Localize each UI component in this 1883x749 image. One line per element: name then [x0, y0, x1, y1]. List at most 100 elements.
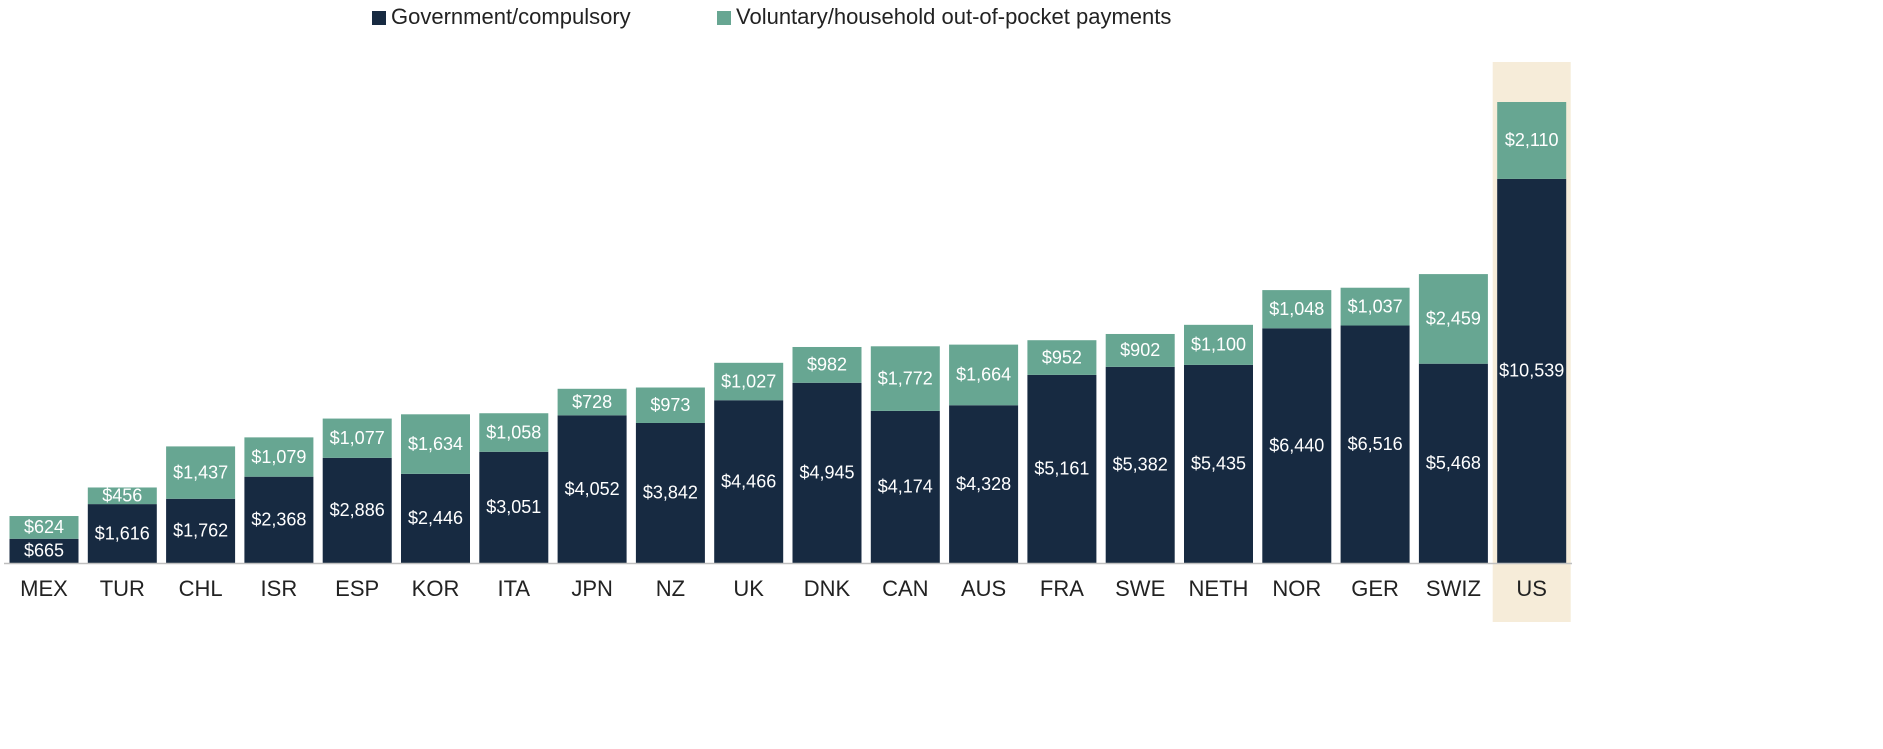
x-tick-label: NOR [1272, 576, 1321, 601]
bar-segment [870, 410, 940, 563]
value-label: $5,382 [1113, 455, 1168, 475]
bar-segment [244, 476, 314, 563]
value-label: $1,100 [1191, 335, 1246, 355]
value-label: $1,762 [173, 521, 228, 541]
x-tick-label: US [1516, 576, 1547, 601]
value-label: $2,459 [1426, 309, 1481, 329]
bar-segment [1027, 340, 1097, 375]
bar-segment [166, 446, 236, 499]
legend-label: Government/compulsory [391, 4, 631, 29]
legend-label: Voluntary/household out-of-pocket paymen… [736, 4, 1171, 29]
bar-segment [1105, 333, 1175, 367]
value-label: $3,051 [486, 497, 541, 517]
value-label: $902 [1120, 340, 1160, 360]
x-tick-label: KOR [412, 576, 460, 601]
value-label: $6,440 [1269, 435, 1324, 455]
bar-segment [87, 487, 157, 505]
x-tick-label: SWIZ [1426, 576, 1481, 601]
bar-segment [87, 504, 157, 563]
bar-segment [1340, 325, 1410, 563]
bar-segment [949, 344, 1019, 406]
bar-segment [9, 538, 79, 563]
value-label: $1,048 [1269, 299, 1324, 319]
bar-segment [1262, 328, 1332, 563]
bar-segment [244, 437, 314, 477]
bar-segment [1184, 324, 1253, 365]
value-label: $4,945 [799, 463, 854, 483]
value-label: $1,079 [251, 447, 306, 467]
value-label: $952 [1042, 347, 1082, 367]
bar-segment [479, 413, 549, 452]
bar-segment [1340, 287, 1410, 326]
bar-segment [635, 422, 705, 563]
bar-segment [1184, 364, 1253, 563]
x-tick-label: AUS [961, 576, 1006, 601]
value-label: $1,027 [721, 371, 776, 391]
bar-segment [792, 346, 862, 383]
bar-segment [792, 382, 862, 563]
x-tick-label: SWE [1115, 576, 1165, 601]
bar-segment [322, 418, 392, 458]
bar-segment [322, 457, 392, 563]
value-label: $1,058 [486, 422, 541, 442]
bar-segment [949, 405, 1019, 563]
value-label: $2,368 [251, 510, 306, 530]
bar-segment [635, 387, 705, 423]
bar-segment [1027, 374, 1097, 563]
value-label: $5,435 [1191, 454, 1246, 474]
value-label: $982 [807, 355, 847, 375]
legend-swatch [372, 11, 386, 25]
x-tick-label: JPN [571, 576, 613, 601]
value-label: $4,328 [956, 474, 1011, 494]
bar-segment [1497, 178, 1567, 563]
value-label: $10,539 [1499, 361, 1564, 381]
x-tick-label: UK [733, 576, 764, 601]
value-label: $624 [24, 517, 64, 537]
x-tick-label: NZ [656, 576, 685, 601]
bar-segment [1418, 274, 1488, 364]
x-tick-label: CAN [882, 576, 928, 601]
x-tick-label: TUR [100, 576, 145, 601]
bar-segment [166, 498, 236, 563]
value-label: $1,437 [173, 462, 228, 482]
x-tick-label: DNK [804, 576, 851, 601]
value-label: $2,110 [1505, 130, 1559, 150]
x-tick-label: ISR [261, 576, 298, 601]
bar-segment [479, 451, 549, 563]
value-label: $4,174 [878, 477, 933, 497]
value-label: $1,616 [95, 523, 150, 543]
bar-segment [714, 362, 784, 401]
value-label: $728 [572, 392, 612, 412]
bar-segment [1418, 363, 1488, 563]
bar-segment [870, 346, 940, 411]
value-label: $973 [650, 395, 690, 415]
x-tick-label: CHL [179, 576, 223, 601]
bar-segment [1105, 366, 1175, 563]
value-label: $456 [102, 486, 142, 506]
value-label: $1,037 [1348, 296, 1403, 316]
value-label: $1,772 [878, 368, 933, 388]
value-label: $1,664 [956, 365, 1011, 385]
legend-swatch [717, 11, 731, 25]
x-tick-label: ESP [335, 576, 379, 601]
x-tick-label: ITA [498, 576, 531, 601]
bar-segment [1262, 290, 1332, 329]
x-tick-label: FRA [1040, 576, 1084, 601]
bar-segment [557, 415, 627, 563]
bar-segment [9, 516, 79, 539]
x-tick-label: MEX [20, 576, 68, 601]
value-label: $6,516 [1348, 434, 1403, 454]
value-label: $5,161 [1034, 459, 1089, 479]
value-label: $1,634 [408, 434, 463, 454]
value-label: $665 [24, 541, 64, 561]
value-label: $4,052 [565, 479, 620, 499]
value-label: $2,886 [330, 500, 385, 520]
value-label: $4,466 [721, 471, 776, 491]
value-label: $1,077 [330, 428, 385, 448]
value-label: $5,468 [1426, 453, 1481, 473]
bar-segment [557, 388, 627, 416]
bar-segment [714, 400, 784, 563]
bar-segment [1497, 102, 1567, 179]
bar-segment [401, 414, 470, 474]
